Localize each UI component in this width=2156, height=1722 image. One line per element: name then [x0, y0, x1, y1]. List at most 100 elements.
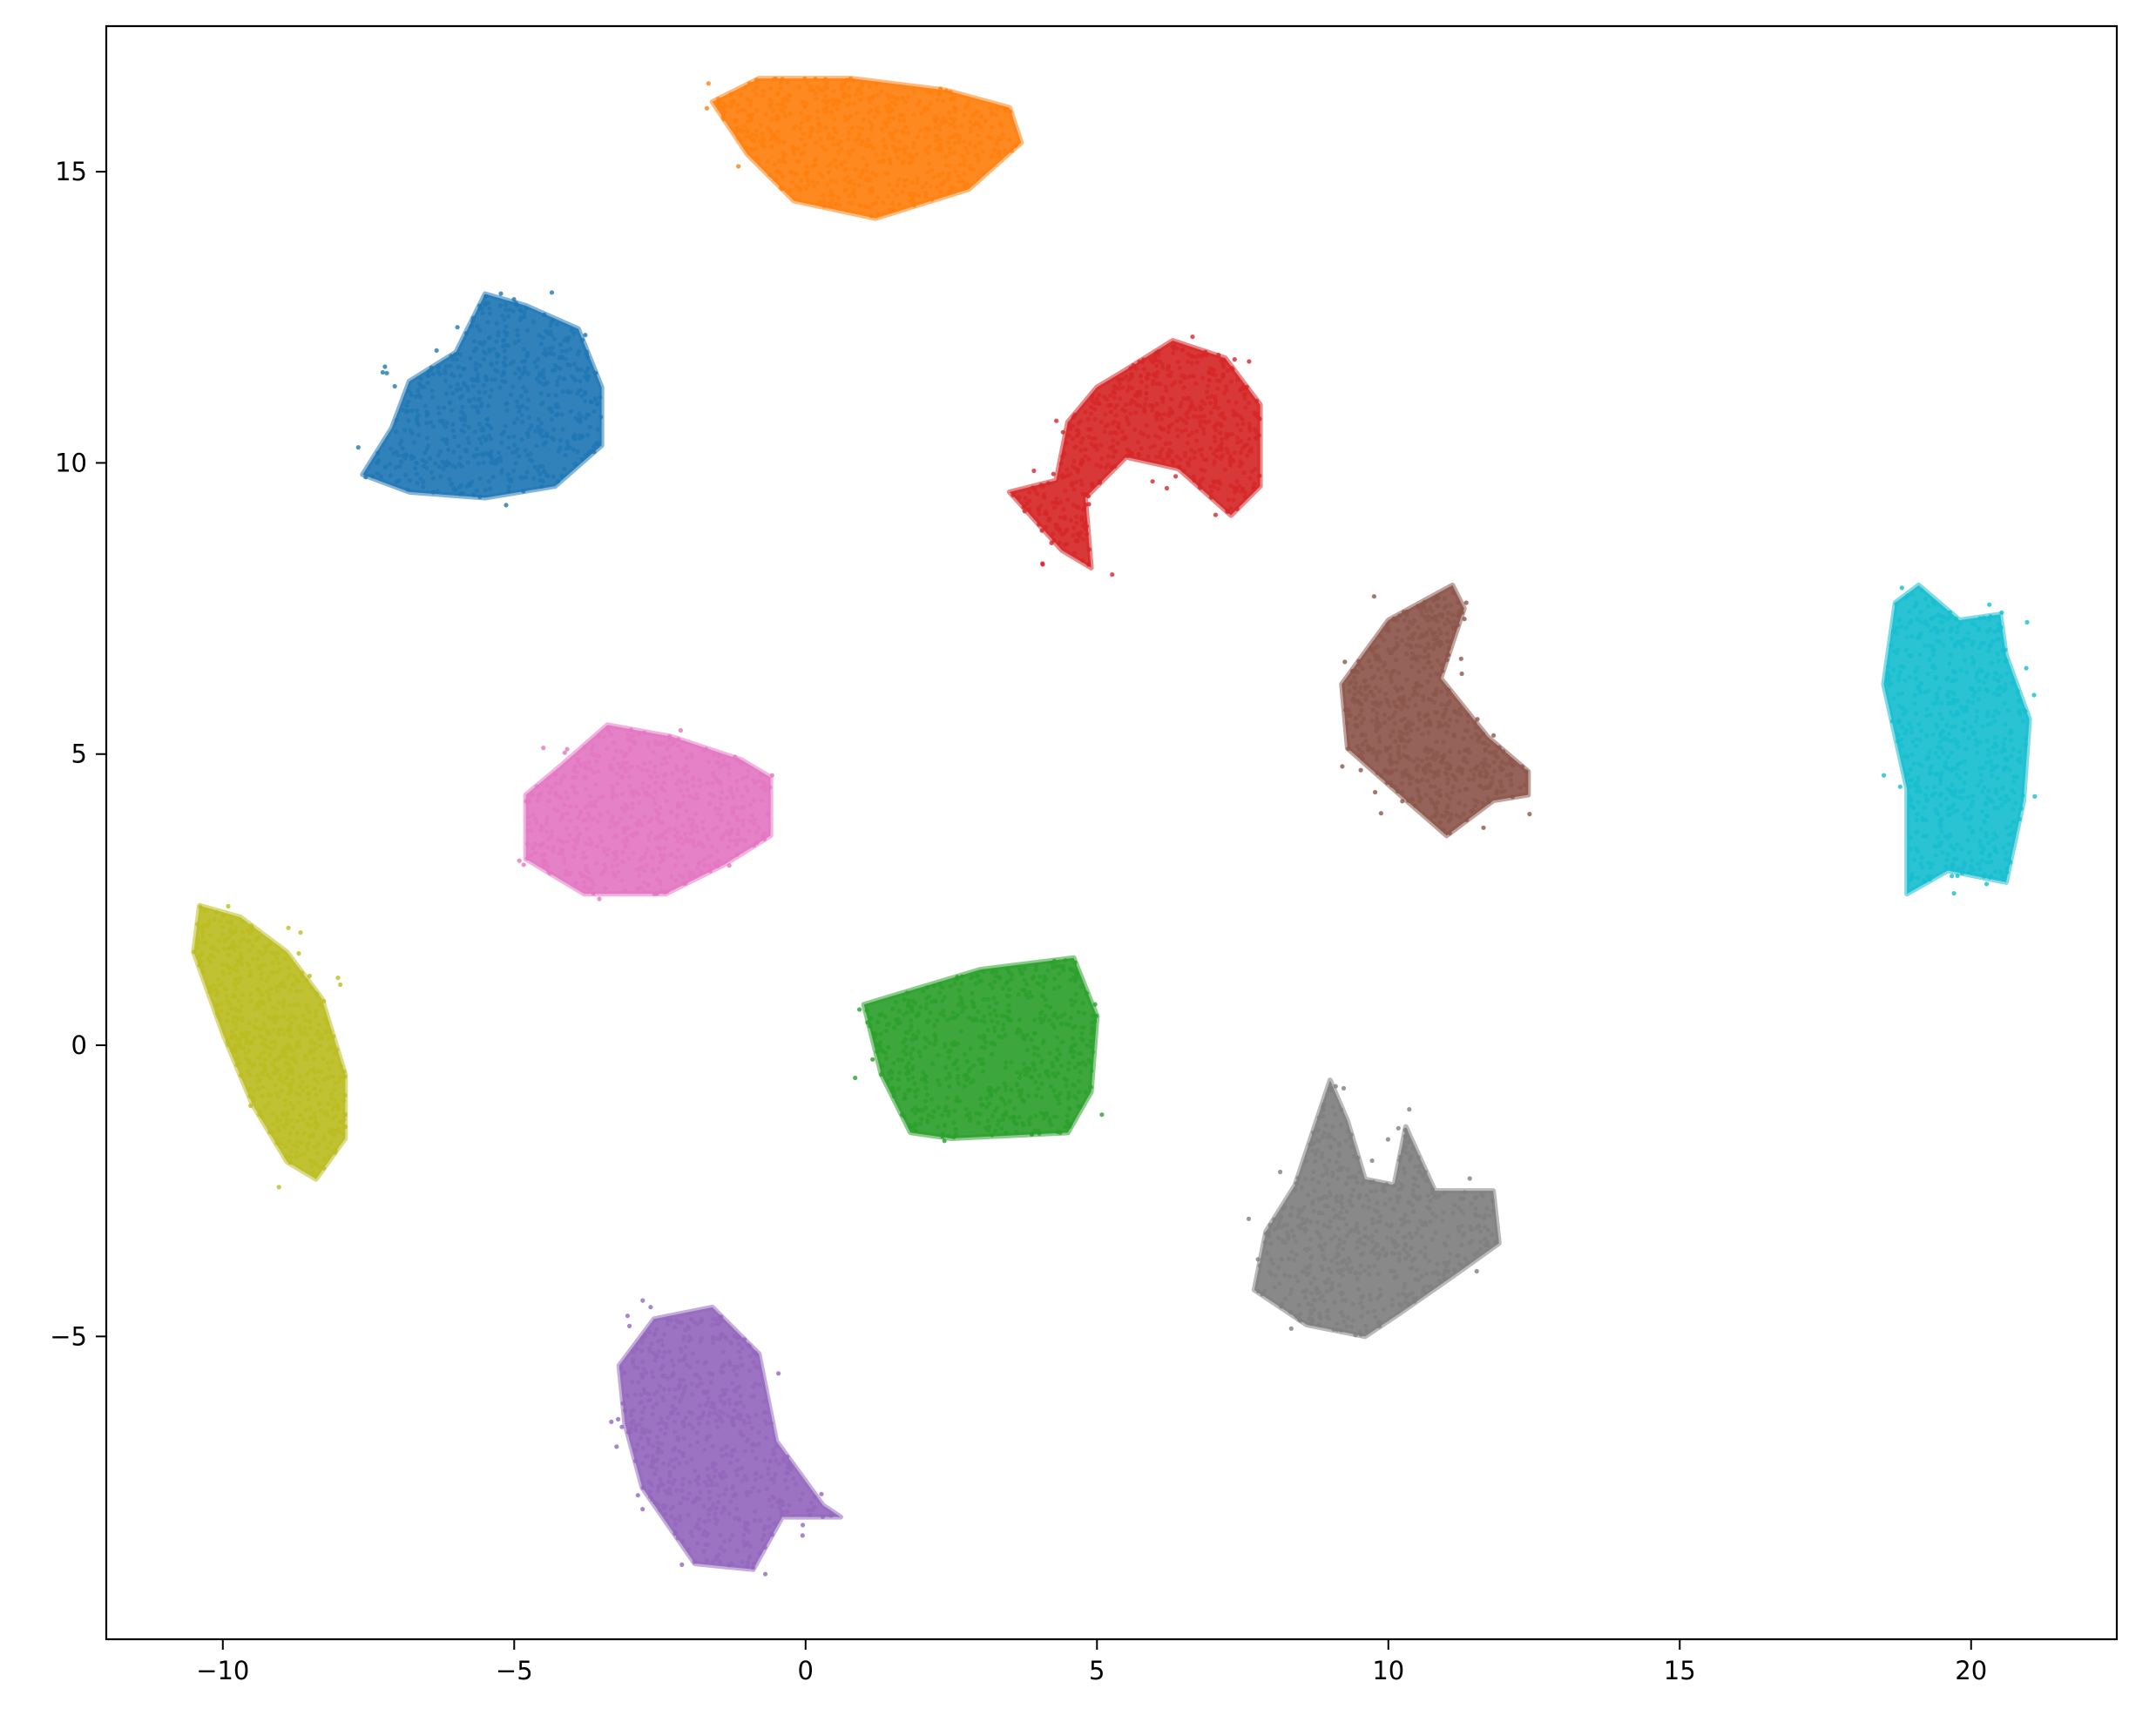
scatter-point	[963, 1106, 969, 1111]
scatter-point	[1126, 422, 1132, 427]
scatter-point	[753, 1471, 759, 1476]
scatter-point	[1326, 1266, 1331, 1272]
scatter-point	[800, 1533, 805, 1538]
scatter-point	[1409, 1246, 1414, 1251]
scatter-point	[397, 463, 402, 469]
scatter-point	[690, 1500, 696, 1505]
scatter-point	[740, 1345, 745, 1350]
scatter-point	[1215, 421, 1220, 426]
scatter-point	[1492, 768, 1497, 774]
scatter-point	[1044, 1111, 1049, 1116]
scatter-point	[618, 816, 624, 821]
scatter-point	[550, 829, 555, 834]
scatter-point	[571, 768, 577, 773]
scatter-point	[740, 822, 746, 828]
scatter-point	[690, 1392, 695, 1397]
scatter-point	[498, 458, 504, 464]
scatter-point	[655, 1489, 660, 1494]
scatter-point	[952, 105, 957, 110]
scatter-point	[562, 774, 567, 780]
scatter-point	[621, 830, 626, 835]
scatter-point	[738, 1413, 743, 1418]
scatter-point	[730, 1381, 735, 1386]
scatter-point	[911, 203, 917, 208]
scatter-point	[1253, 427, 1258, 432]
scatter-point	[981, 149, 986, 154]
scatter-point	[734, 1549, 740, 1554]
scatter-point	[1384, 697, 1389, 703]
scatter-point	[1410, 692, 1416, 698]
scatter-point	[375, 471, 380, 476]
scatter-point	[986, 1085, 991, 1091]
scatter-point	[719, 817, 724, 822]
scatter-point	[1199, 407, 1204, 412]
scatter-point	[930, 1114, 936, 1119]
scatter-point	[1070, 436, 1076, 442]
scatter-point	[1062, 530, 1067, 536]
scatter-point	[685, 755, 690, 760]
scatter-point	[1409, 664, 1414, 670]
scatter-point	[714, 760, 720, 765]
scatter-point	[669, 771, 675, 776]
scatter-point	[1064, 1113, 1070, 1118]
scatter-point	[676, 743, 681, 748]
scatter-point	[1076, 1010, 1081, 1015]
scatter-point	[1472, 719, 1477, 726]
scatter-point	[1332, 1137, 1337, 1142]
scatter-point	[747, 113, 753, 118]
scatter-point	[1368, 1179, 1373, 1185]
scatter-point	[951, 1134, 956, 1140]
scatter-point	[923, 1105, 929, 1111]
scatter-point	[1365, 743, 1370, 748]
scatter-point	[1197, 448, 1202, 453]
scatter-point	[1393, 1245, 1398, 1250]
scatter-point	[470, 377, 476, 383]
scatter-point	[614, 1444, 619, 1449]
scatter-point	[510, 384, 516, 389]
scatter-point	[571, 376, 577, 382]
scatter-point	[1423, 615, 1428, 620]
scatter-point	[675, 767, 680, 773]
scatter-point	[1415, 658, 1420, 663]
scatter-point	[662, 853, 667, 858]
scatter-point	[999, 1035, 1004, 1040]
scatter-point	[1037, 974, 1043, 979]
scatter-point	[839, 146, 844, 152]
scatter-point	[885, 92, 890, 98]
scatter-point	[1080, 1060, 1085, 1065]
scatter-point	[1377, 1253, 1382, 1258]
scatter-point	[542, 312, 547, 317]
scatter-point	[702, 1361, 707, 1366]
scatter-point	[1240, 486, 1245, 491]
scatter-point	[1200, 375, 1206, 381]
scatter-point	[1194, 429, 1200, 434]
scatter-point	[1438, 689, 1444, 694]
scatter-point	[1213, 439, 1218, 444]
scatter-point	[531, 812, 536, 818]
scatter-point	[1243, 405, 1248, 410]
scatter-point	[726, 762, 731, 767]
scatter-point	[764, 1486, 769, 1491]
scatter-point	[1456, 749, 1462, 755]
scatter-point	[586, 412, 591, 417]
scatter-point	[989, 135, 994, 140]
scatter-point	[724, 1336, 729, 1341]
scatter-point	[1058, 462, 1064, 467]
scatter-point	[1133, 410, 1139, 415]
scatter-point	[1071, 1050, 1077, 1055]
scatter-point	[943, 995, 948, 1000]
scatter-point	[762, 831, 767, 837]
scatter-point	[1098, 442, 1104, 448]
scatter-point	[995, 1105, 1000, 1111]
scatter-point	[639, 1392, 644, 1397]
scatter-point	[711, 1502, 716, 1507]
scatter-point	[662, 755, 667, 761]
scatter-point	[980, 1069, 985, 1074]
scatter-point	[1078, 1050, 1084, 1056]
scatter-point	[560, 852, 565, 857]
scatter-point	[1462, 811, 1467, 816]
scatter-point	[1456, 800, 1462, 806]
scatter-point	[422, 403, 428, 409]
scatter-point	[1439, 813, 1444, 819]
scatter-point	[1412, 1256, 1417, 1261]
